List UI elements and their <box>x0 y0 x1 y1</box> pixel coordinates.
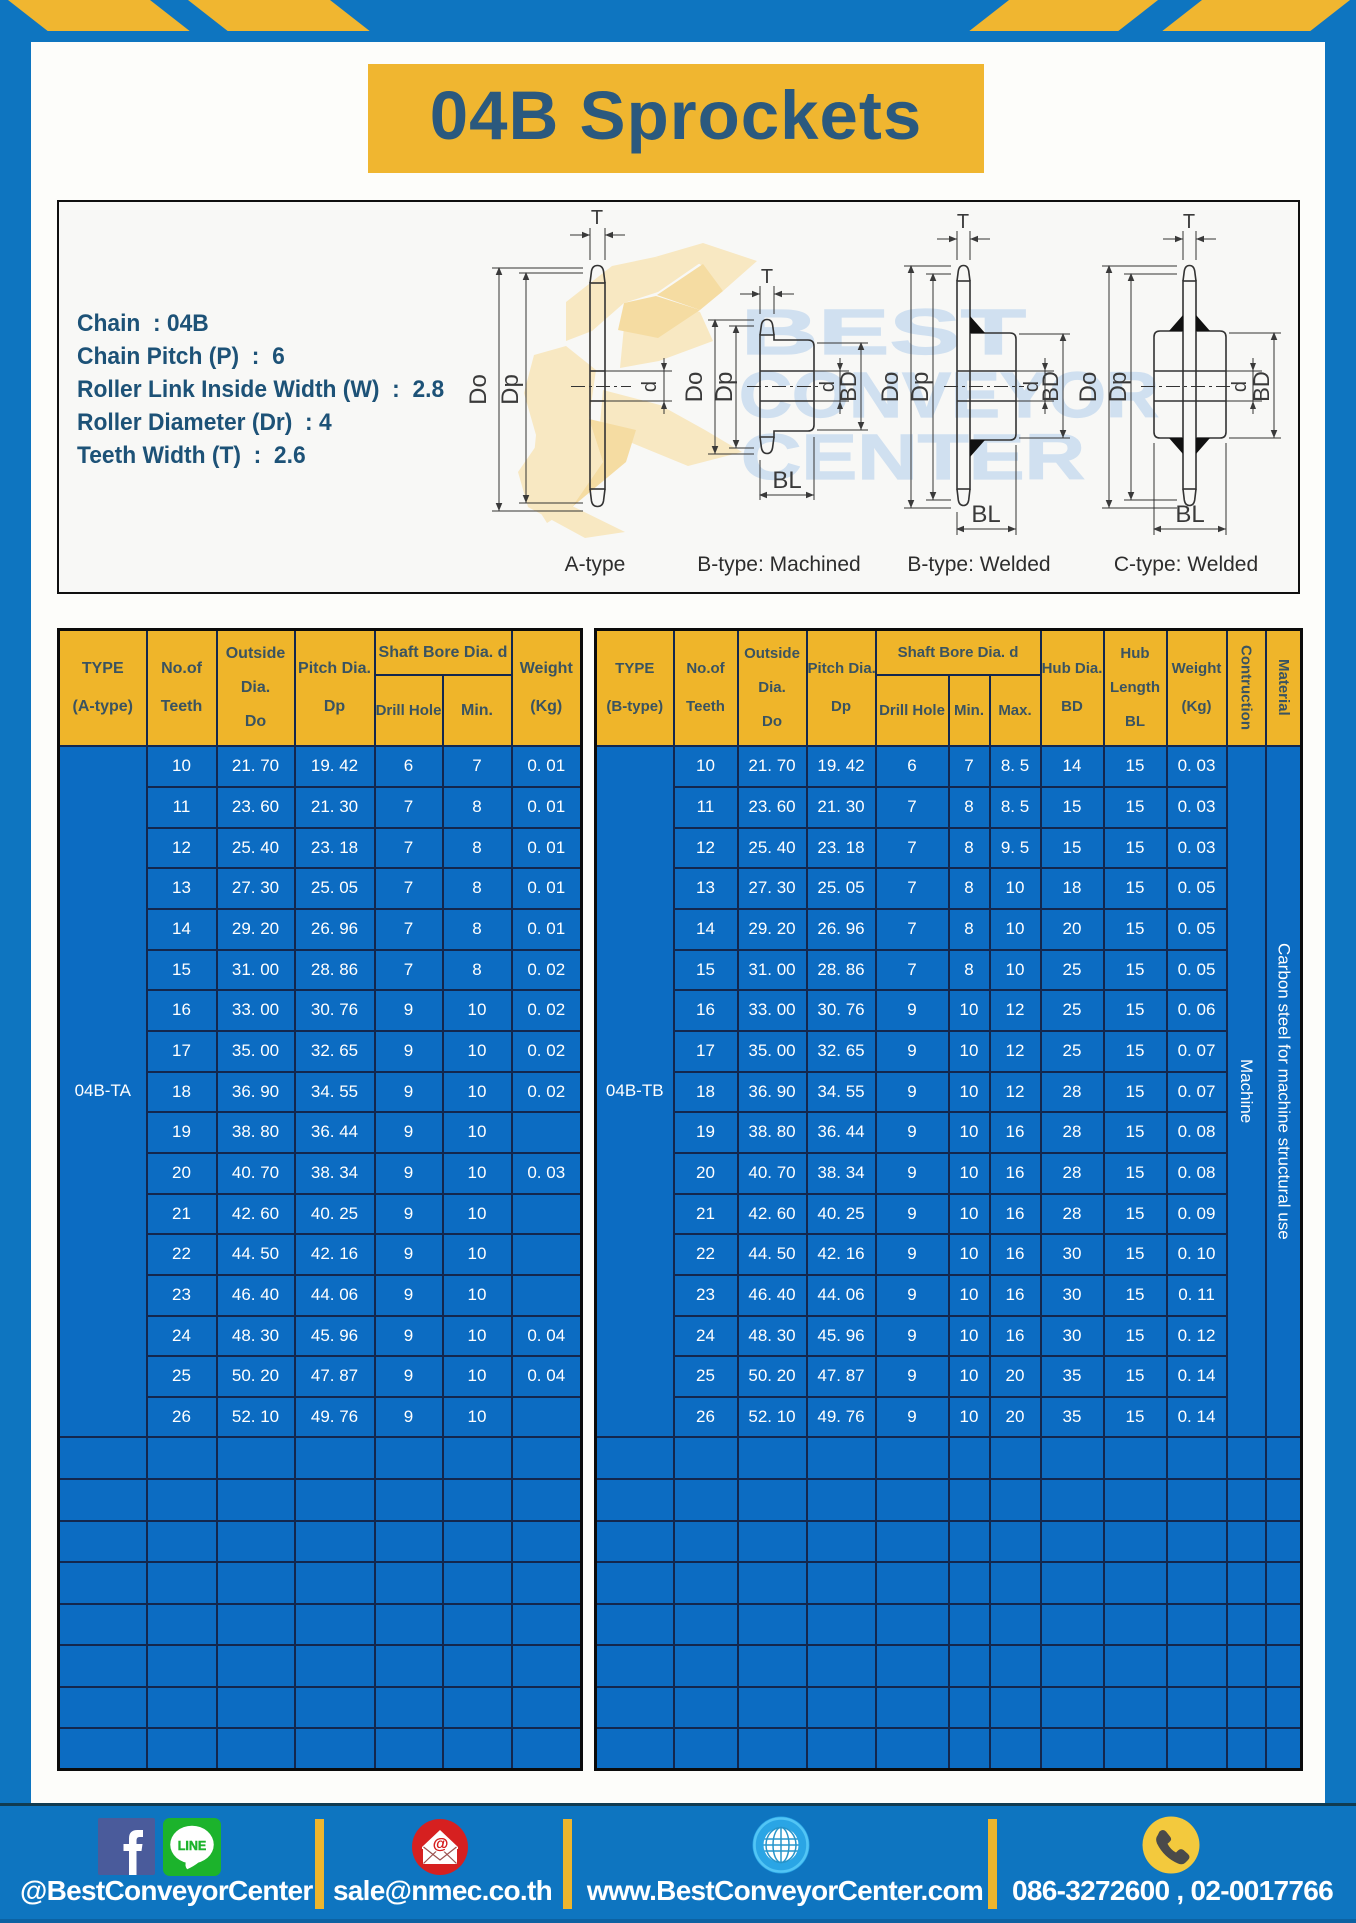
svg-text:B-type: Welded: B-type: Welded <box>907 553 1050 576</box>
svg-text:BD: BD <box>836 371 861 402</box>
svg-text:d: d <box>1229 381 1251 392</box>
svg-text:d: d <box>639 381 661 392</box>
svg-text:@: @ <box>433 1836 449 1853</box>
svg-text:Do: Do <box>465 374 492 405</box>
svg-text:BL: BL <box>971 501 1000 528</box>
svg-text:C-type: Welded: C-type: Welded <box>1114 553 1258 576</box>
svg-text:Do: Do <box>681 372 708 403</box>
svg-text:Do: Do <box>877 372 904 403</box>
svg-text:d: d <box>1021 381 1043 392</box>
svg-text:Dp: Dp <box>497 374 524 405</box>
svg-text:LINE: LINE <box>178 1839 207 1853</box>
svg-text:d: d <box>817 381 839 392</box>
svg-text:Dp: Dp <box>1105 372 1132 403</box>
svg-text:BD: BD <box>1249 371 1274 402</box>
svg-text:T: T <box>1183 211 1195 233</box>
svg-text:@: @ <box>433 1836 449 1853</box>
svg-text:Dp: Dp <box>711 372 738 403</box>
svg-text:Dp: Dp <box>907 372 934 403</box>
svg-text:B-type: Machined: B-type: Machined <box>697 553 860 576</box>
svg-text:T: T <box>761 266 773 288</box>
svg-text:T: T <box>957 211 969 233</box>
svg-text:T: T <box>591 207 603 229</box>
svg-text:BL: BL <box>772 467 801 494</box>
svg-text:BL: BL <box>1175 501 1204 528</box>
svg-text:Do: Do <box>1075 372 1102 403</box>
svg-text:BD: BD <box>1038 371 1063 402</box>
svg-text:A-type: A-type <box>565 553 626 576</box>
